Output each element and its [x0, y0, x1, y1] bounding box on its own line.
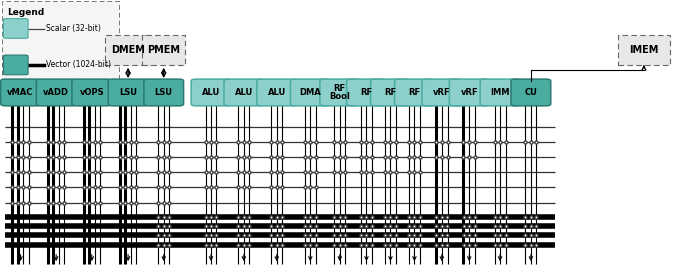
Text: PMEM: PMEM	[147, 45, 180, 55]
Text: vADD: vADD	[43, 88, 69, 97]
FancyBboxPatch shape	[108, 79, 148, 106]
FancyBboxPatch shape	[371, 79, 410, 106]
Text: IMM: IMM	[490, 88, 510, 97]
Text: DMA: DMA	[299, 88, 321, 97]
FancyBboxPatch shape	[105, 35, 151, 65]
FancyBboxPatch shape	[142, 35, 185, 65]
FancyBboxPatch shape	[618, 35, 669, 65]
Text: vRF: vRF	[460, 88, 478, 97]
FancyBboxPatch shape	[144, 79, 184, 106]
Text: Vector (1024-bit): Vector (1024-bit)	[46, 60, 111, 69]
Text: ALU: ALU	[268, 88, 286, 97]
FancyBboxPatch shape	[480, 79, 520, 106]
FancyBboxPatch shape	[3, 19, 28, 38]
FancyBboxPatch shape	[290, 79, 330, 106]
Text: vRF: vRF	[433, 88, 451, 97]
FancyBboxPatch shape	[347, 79, 386, 106]
Text: vOPS: vOPS	[79, 88, 104, 97]
FancyBboxPatch shape	[422, 79, 462, 106]
FancyBboxPatch shape	[72, 79, 112, 106]
Text: RF
Bool: RF Bool	[329, 84, 350, 101]
Text: Scalar (32-bit): Scalar (32-bit)	[46, 24, 101, 33]
Text: ALU: ALU	[235, 88, 253, 97]
FancyBboxPatch shape	[36, 79, 76, 106]
Text: vMAC: vMAC	[8, 88, 34, 97]
Text: Legend: Legend	[8, 8, 45, 17]
FancyBboxPatch shape	[224, 79, 264, 106]
Text: RF: RF	[360, 88, 373, 97]
FancyBboxPatch shape	[3, 55, 28, 75]
Text: DMEM: DMEM	[111, 45, 145, 55]
FancyBboxPatch shape	[257, 79, 297, 106]
FancyBboxPatch shape	[191, 79, 231, 106]
Text: CU: CU	[525, 88, 537, 97]
Text: RF: RF	[408, 88, 421, 97]
Text: ALU: ALU	[202, 88, 220, 97]
FancyBboxPatch shape	[1, 79, 40, 106]
Text: IMEM: IMEM	[630, 45, 658, 55]
FancyBboxPatch shape	[2, 1, 119, 79]
FancyBboxPatch shape	[511, 79, 551, 106]
Text: LSU: LSU	[119, 88, 137, 97]
FancyBboxPatch shape	[395, 79, 434, 106]
Text: LSU: LSU	[155, 88, 173, 97]
FancyBboxPatch shape	[449, 79, 489, 106]
Text: RF: RF	[384, 88, 397, 97]
FancyBboxPatch shape	[320, 79, 360, 106]
